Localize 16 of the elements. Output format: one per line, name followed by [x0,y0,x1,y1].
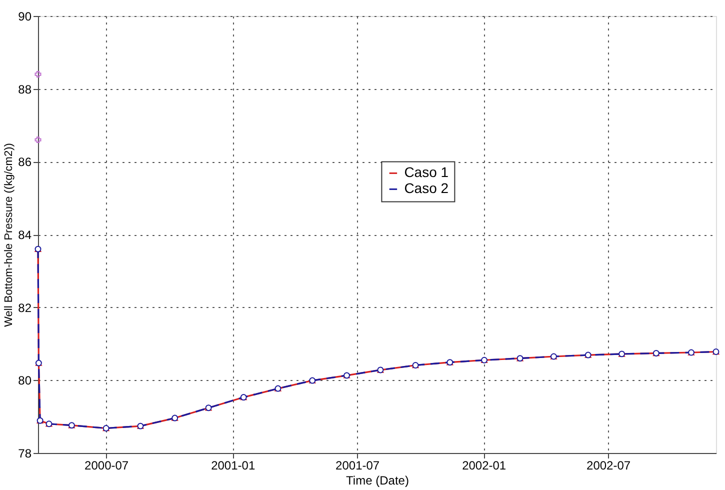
y-tick-label: 86 [18,155,32,170]
y-tick-label: 90 [18,10,32,24]
y-axis-title: Well Bottom-hole Pressure ((kg/cm2)) [3,143,16,327]
y-tick-label: 80 [18,374,32,388]
x-tick-label: 2002-07 [586,458,631,472]
x-tick-label: 2001-07 [336,458,380,472]
x-tick-label: 2002-01 [462,458,506,472]
x-tick-label: 2000-07 [84,458,129,472]
y-tick-label: 88 [18,82,32,96]
y-tick-label: 78 [18,446,32,460]
y-tick-label: 84 [18,228,32,242]
legend-label: Caso 2 [404,180,449,196]
x-axis-title: Time (Date) [346,474,409,488]
legend-label: Caso 1 [404,164,449,180]
y-tick-label: 82 [18,300,32,315]
x-tick-label: 2001-01 [211,458,256,472]
